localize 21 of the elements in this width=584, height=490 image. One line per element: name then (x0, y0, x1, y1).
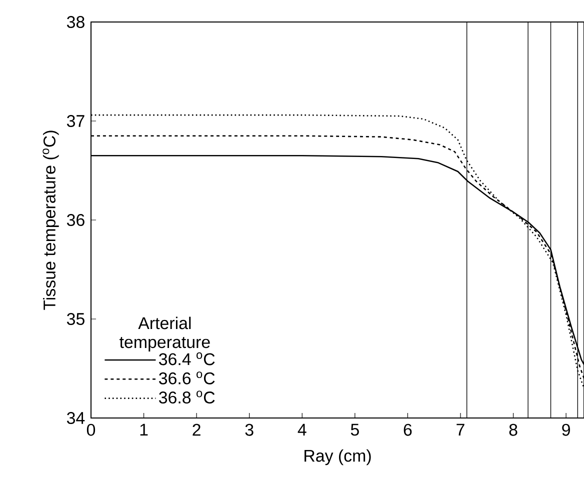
x-tick-label: 9 (562, 424, 570, 436)
legend-label: 36.6 $^{o}$C (159, 372, 215, 384)
legend-label: 36.8 $^{o}$C (159, 390, 215, 404)
x-tick-label: 4 (298, 424, 306, 436)
y-tick-label: 34 (66, 412, 85, 424)
legend-label: 36.4 $^{o}$C (159, 352, 215, 366)
x-tick-label: 2 (192, 424, 200, 436)
x-tick-label: 6 (404, 424, 412, 436)
y-tick-label: 36 (66, 214, 84, 226)
y-tick-label: 38 (66, 16, 84, 28)
x-axis-title: Ray (cm) (304, 449, 371, 466)
x-tick-label: 0 (86, 424, 96, 436)
x-tick-label: 5 (350, 424, 359, 436)
y-axis-title: Tissue temperature ($^{o}$C) (42, 130, 59, 310)
legend-title: Arterial temperature (120, 316, 210, 352)
x-tick-label: 1 (140, 424, 148, 436)
y-tick-label: 37 (66, 115, 84, 128)
x-tick-label: 8 (509, 424, 518, 436)
y-tick-label: 35 (66, 313, 84, 325)
x-tick-label: 7 (456, 424, 464, 436)
x-tick-label: 3 (245, 424, 254, 436)
